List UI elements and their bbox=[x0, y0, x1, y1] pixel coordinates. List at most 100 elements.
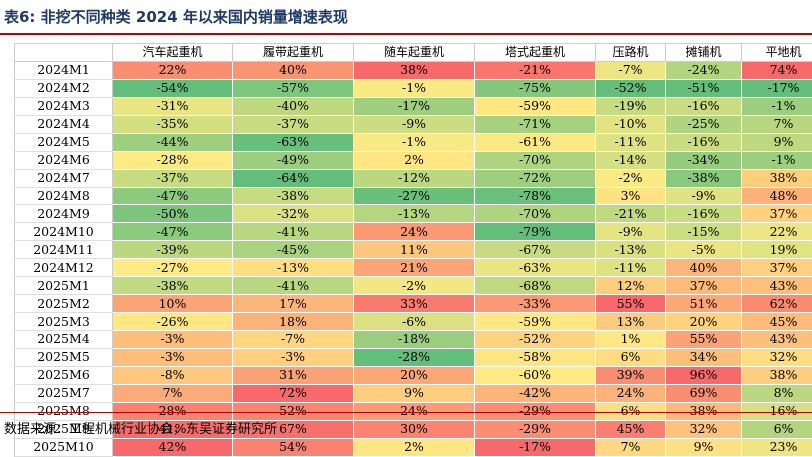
value-cell: 24% bbox=[354, 402, 475, 421]
title-rule bbox=[0, 33, 812, 35]
column-header: 履带起重机 bbox=[233, 43, 354, 62]
value-cell: 62% bbox=[742, 295, 812, 314]
value-cell: 2% bbox=[354, 151, 475, 170]
value-cell: -72% bbox=[475, 169, 596, 188]
row-label: 2024M8 bbox=[14, 187, 113, 206]
value-cell: -14% bbox=[596, 151, 666, 170]
row-label: 2025M5 bbox=[14, 348, 113, 367]
value-cell: -21% bbox=[475, 61, 596, 80]
value-cell: 37% bbox=[742, 259, 812, 278]
value-cell: -6% bbox=[354, 313, 475, 331]
value-cell: 40% bbox=[666, 259, 742, 278]
table-row: 2024M6 -28% -49% 2% -70% -14% -34% -1% bbox=[14, 151, 812, 170]
value-cell: -29% bbox=[475, 420, 596, 439]
corner-cell bbox=[14, 43, 113, 62]
value-cell: 3% bbox=[596, 187, 666, 206]
value-cell: -60% bbox=[475, 366, 596, 385]
value-cell: 23% bbox=[742, 438, 812, 457]
value-cell: -68% bbox=[475, 277, 596, 296]
value-cell: -13% bbox=[354, 205, 475, 224]
value-cell: -67% bbox=[475, 241, 596, 260]
value-cell: -9% bbox=[596, 223, 666, 242]
value-cell: -1% bbox=[354, 79, 475, 98]
value-cell: 51% bbox=[666, 295, 742, 314]
value-cell: -28% bbox=[354, 348, 475, 367]
value-cell: -12% bbox=[354, 169, 475, 188]
value-cell: 43% bbox=[742, 331, 812, 349]
value-cell: -3% bbox=[233, 348, 354, 367]
value-cell: -1% bbox=[742, 151, 812, 170]
value-cell: -54% bbox=[113, 79, 233, 98]
row-label: 2025M2 bbox=[14, 295, 113, 314]
value-cell: -38% bbox=[233, 187, 354, 206]
row-label: 2024M3 bbox=[14, 97, 113, 116]
value-cell: -38% bbox=[666, 169, 742, 188]
value-cell: -13% bbox=[596, 241, 666, 260]
value-cell: 54% bbox=[233, 438, 354, 457]
value-cell: -37% bbox=[233, 115, 354, 134]
value-cell: -52% bbox=[475, 331, 596, 349]
table-row: 2024M2 -54% -57% -1% -75% -52% -51% -17% bbox=[14, 79, 812, 98]
row-label: 2025M1 bbox=[14, 277, 113, 296]
value-cell: -31% bbox=[113, 97, 233, 116]
value-cell: -50% bbox=[113, 205, 233, 224]
table-row: 2024M10 -47% -41% 24% -79% -9% -15% 22% bbox=[14, 223, 812, 242]
value-cell: -57% bbox=[233, 79, 354, 98]
value-cell: -9% bbox=[666, 187, 742, 206]
value-cell: -58% bbox=[475, 348, 596, 367]
value-cell: 2% bbox=[354, 438, 475, 457]
row-label: 2024M7 bbox=[14, 169, 113, 188]
value-cell: 24% bbox=[596, 384, 666, 403]
value-cell: -47% bbox=[113, 187, 233, 206]
value-cell: -8% bbox=[113, 366, 233, 385]
value-cell: -27% bbox=[354, 187, 475, 206]
column-header: 汽车起重机 bbox=[113, 43, 233, 62]
value-cell: 31% bbox=[233, 366, 354, 385]
table-row: 2025M9 41% 67% 30% -29% 45% 32% 6% bbox=[14, 420, 812, 439]
value-cell: -59% bbox=[475, 313, 596, 331]
value-cell: 21% bbox=[354, 259, 475, 278]
table-row: 2025M1 -38% -41% -2% -68% 12% 37% 43% bbox=[14, 277, 812, 296]
value-cell: -28% bbox=[113, 151, 233, 170]
value-cell: -11% bbox=[596, 133, 666, 152]
table-row: 2024M8 -47% -38% -27% -78% 3% -9% 48% bbox=[14, 187, 812, 206]
table-body: 2024M1 22% 40% 38% -21% -7% -24% 74% 2024M2 -54% -… bbox=[14, 61, 812, 457]
value-cell: -10% bbox=[596, 115, 666, 134]
value-cell: -41% bbox=[233, 277, 354, 296]
value-cell: -40% bbox=[233, 97, 354, 116]
value-cell: -19% bbox=[596, 97, 666, 116]
value-cell: 19% bbox=[742, 241, 812, 260]
value-cell: -49% bbox=[233, 151, 354, 170]
value-cell: 38% bbox=[666, 402, 742, 421]
value-cell: -75% bbox=[475, 79, 596, 98]
value-cell: -47% bbox=[113, 223, 233, 242]
value-cell: 30% bbox=[354, 420, 475, 439]
value-cell: -17% bbox=[354, 97, 475, 116]
row-label: 2025M8 bbox=[14, 402, 113, 421]
value-cell: -33% bbox=[475, 295, 596, 314]
table-row: 2024M5 -44% -63% -1% -61% -11% -16% 9% bbox=[14, 133, 812, 152]
value-cell: 38% bbox=[742, 169, 812, 188]
value-cell: 55% bbox=[666, 331, 742, 349]
table-row: 2024M7 -37% -64% -12% -72% -2% -38% 38% bbox=[14, 169, 812, 188]
value-cell: 69% bbox=[666, 384, 742, 403]
table-row: 2025M10 42% 54% 2% -17% 7% 9% 23% bbox=[14, 438, 812, 457]
value-cell: -1% bbox=[354, 133, 475, 152]
value-cell: 42% bbox=[113, 438, 233, 457]
value-cell: 8% bbox=[742, 384, 812, 403]
value-cell: -17% bbox=[742, 79, 812, 98]
value-cell: 7% bbox=[596, 438, 666, 457]
column-header: 压路机 bbox=[596, 43, 666, 62]
table-title: 表6: 非挖不同种类 2024 年以来国内销量增速表现 bbox=[4, 8, 348, 26]
value-cell: 39% bbox=[596, 366, 666, 385]
value-cell: 6% bbox=[596, 348, 666, 367]
value-cell: 11% bbox=[354, 241, 475, 260]
table-row: 2024M4 -35% -37% -9% -71% -10% -25% 7% bbox=[14, 115, 812, 134]
row-label: 2025M9 bbox=[14, 420, 113, 439]
table-row: 2024M1 22% 40% 38% -21% -7% -24% 74% bbox=[14, 61, 812, 80]
row-label: 2024M11 bbox=[14, 241, 113, 260]
value-cell: 18% bbox=[233, 313, 354, 331]
value-cell: -32% bbox=[233, 205, 354, 224]
row-label: 2024M1 bbox=[14, 61, 113, 80]
row-label: 2024M4 bbox=[14, 115, 113, 134]
